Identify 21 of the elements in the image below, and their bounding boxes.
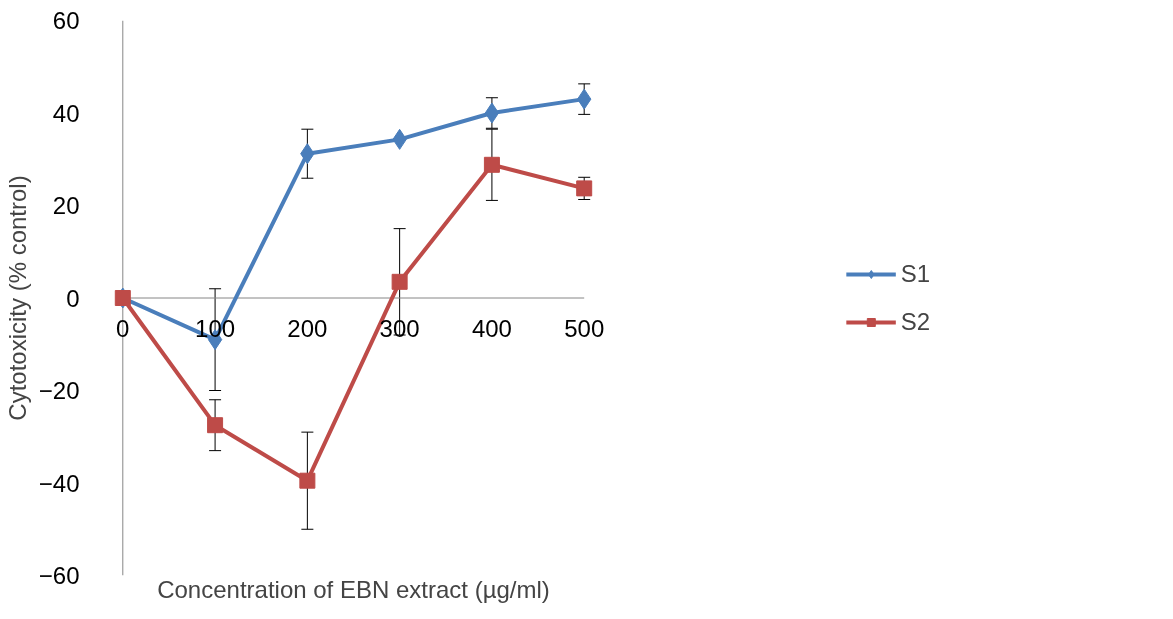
y-tick-label: 60: [52, 7, 80, 34]
y-tick-label: 20: [52, 192, 80, 219]
point: [299, 472, 316, 489]
y-tick-label: −40: [38, 469, 80, 497]
point: [484, 102, 500, 124]
y-axis-title: Cytotoxicity (% control): [3, 175, 31, 421]
point: [576, 180, 593, 197]
x-tick-label: 200: [287, 315, 328, 342]
x-tick-label: 0: [116, 315, 130, 342]
x-axis-title: Concentration of EBN extract (µg/ml): [157, 575, 550, 603]
y-tick-label: 40: [52, 99, 80, 127]
legend-label: S1: [900, 259, 931, 288]
point: [391, 273, 408, 290]
y-tick-label: −60: [38, 562, 80, 589]
point: [483, 156, 500, 173]
legend-label: S2: [900, 307, 931, 336]
point: [207, 417, 224, 434]
x-tick-label: 500: [564, 315, 605, 342]
y-tick-label: 0: [66, 284, 80, 312]
x-tick-label: 400: [471, 315, 512, 342]
y-tick-label: −20: [38, 377, 80, 404]
